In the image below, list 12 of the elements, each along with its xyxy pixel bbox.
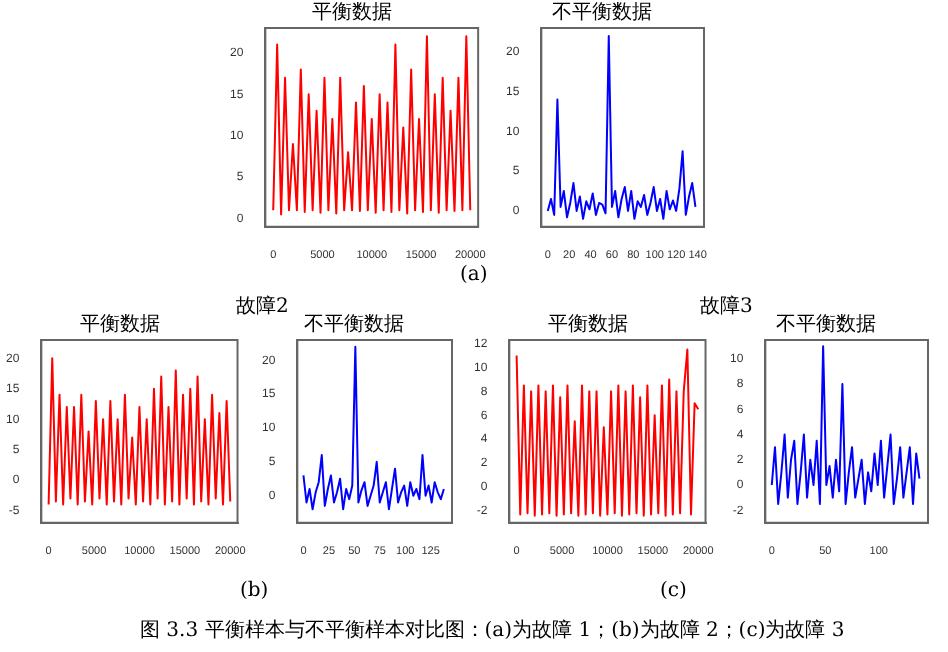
chart-title: 平衡数据 (312, 0, 392, 24)
chart-title: 不平衡数据 (552, 0, 652, 24)
text: 故障3 (700, 293, 753, 320)
chart-title: 不平衡数据 (304, 311, 404, 336)
chart-title: 平衡数据 (80, 311, 160, 336)
text: 故障2 (236, 293, 289, 320)
chart-title: 平衡数据 (548, 311, 628, 336)
text: (b) (240, 580, 269, 602)
chart-title: 不平衡数据 (776, 311, 876, 336)
caption: 图 3.3 平衡样本与不平衡样本对比图：(a)为故障 1；(b)为故障 2；(c)为故障 3 (140, 617, 845, 644)
text: (c) (660, 580, 687, 602)
text: (a) (460, 264, 488, 286)
